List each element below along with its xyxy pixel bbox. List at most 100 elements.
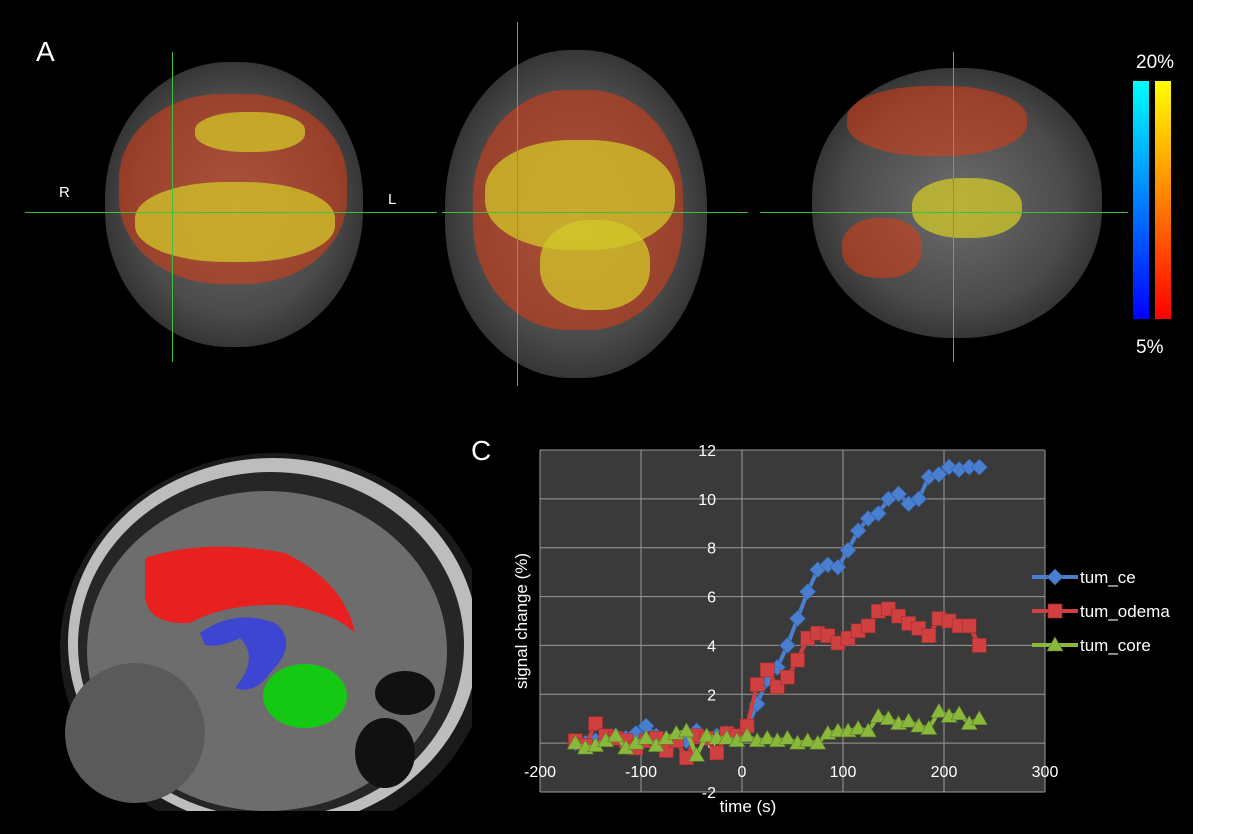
legend-label: tum_odema bbox=[1080, 602, 1170, 621]
data-point bbox=[910, 717, 928, 733]
data-point bbox=[718, 729, 736, 745]
y-tick-label: 12 bbox=[698, 443, 716, 460]
data-point bbox=[930, 702, 948, 718]
data-point bbox=[849, 522, 867, 540]
activation-overlay-red bbox=[847, 86, 1027, 156]
y-tick-label: -2 bbox=[702, 785, 716, 802]
y-tick-label: 10 bbox=[698, 492, 716, 509]
mri-sagittal-slice bbox=[812, 68, 1102, 338]
x-axis-ticks: -200 -100 0 100 200 300 bbox=[524, 764, 1058, 781]
panel-label-a: A bbox=[36, 36, 55, 67]
colorbar-min-label: 5% bbox=[1136, 337, 1164, 358]
data-point bbox=[890, 485, 907, 503]
orientation-left-label: L bbox=[388, 191, 397, 208]
data-point bbox=[647, 736, 665, 752]
data-point bbox=[910, 490, 928, 508]
crosshair-vertical-axial bbox=[517, 22, 518, 386]
y-tick-label: 4 bbox=[707, 638, 716, 655]
orientation-right-label: R bbox=[59, 184, 70, 201]
mri-axial-slice bbox=[445, 50, 707, 378]
mri-sagittal-roi-image bbox=[35, 433, 472, 811]
data-point bbox=[869, 707, 887, 723]
activation-overlay-red bbox=[842, 218, 922, 278]
x-axis-label: time (s) bbox=[720, 797, 777, 816]
data-point bbox=[758, 729, 776, 745]
x-tick-label: 200 bbox=[931, 764, 958, 781]
roi-red-region bbox=[145, 546, 355, 633]
data-point bbox=[970, 710, 988, 726]
activation-overlay-yellow bbox=[540, 220, 650, 310]
data-point bbox=[588, 716, 603, 731]
crosshair-horizontal-sagittal bbox=[760, 212, 1128, 213]
legend-marker bbox=[1047, 603, 1063, 619]
data-point bbox=[790, 652, 805, 668]
legend-item: tum_ce bbox=[1032, 568, 1136, 587]
x-tick-label: -100 bbox=[625, 764, 657, 781]
data-point bbox=[637, 729, 655, 745]
data-point bbox=[749, 677, 765, 692]
y-tick-label: 8 bbox=[707, 541, 716, 558]
legend-item: tum_odema bbox=[1032, 602, 1170, 621]
data-point bbox=[970, 458, 988, 476]
legend-marker bbox=[1046, 568, 1064, 586]
data-point bbox=[698, 727, 716, 743]
data-point bbox=[869, 505, 887, 522]
series-group bbox=[566, 458, 988, 766]
x-tick-label: 300 bbox=[1032, 764, 1059, 781]
x-tick-label: 0 bbox=[738, 764, 747, 781]
data-point bbox=[950, 705, 968, 721]
roi-green-region bbox=[263, 664, 347, 728]
activation-overlay-yellow bbox=[135, 182, 335, 262]
data-point bbox=[930, 466, 948, 483]
data-point bbox=[961, 618, 977, 634]
crosshair-horizontal-coronal bbox=[25, 212, 437, 213]
data-point bbox=[759, 662, 775, 678]
figure-canvas: A R L 20% 5% B bbox=[0, 0, 1193, 834]
legend-marker bbox=[1046, 636, 1064, 652]
data-point bbox=[859, 722, 877, 738]
crosshair-vertical-coronal bbox=[172, 52, 173, 362]
data-point bbox=[849, 719, 867, 735]
data-point bbox=[829, 558, 847, 576]
data-point bbox=[799, 732, 817, 748]
legend: tum_ce tum_odema tum_core bbox=[1032, 568, 1170, 655]
colorbar-warm bbox=[1155, 81, 1171, 319]
mri-coronal-slice bbox=[105, 62, 363, 347]
data-point bbox=[972, 638, 987, 653]
y-axis-label: signal change (%) bbox=[512, 553, 531, 689]
data-point bbox=[738, 727, 756, 743]
data-point bbox=[860, 618, 876, 634]
data-point bbox=[778, 729, 796, 745]
data-point bbox=[799, 583, 817, 601]
data-point bbox=[921, 628, 937, 643]
panel-label-c: C bbox=[471, 435, 492, 466]
colorbar-cool bbox=[1133, 81, 1149, 319]
legend-label: tum_core bbox=[1080, 636, 1151, 655]
roi-blue-region bbox=[200, 617, 287, 690]
data-point bbox=[879, 710, 897, 726]
activation-overlay-yellow bbox=[912, 178, 1022, 238]
crosshair-vertical-sagittal bbox=[953, 52, 954, 362]
data-point bbox=[839, 541, 857, 559]
x-tick-label: -200 bbox=[524, 764, 556, 781]
series-tum_core bbox=[566, 702, 988, 762]
data-point bbox=[688, 746, 706, 762]
activation-overlay-yellow bbox=[195, 112, 305, 152]
data-point bbox=[809, 734, 827, 750]
data-point bbox=[780, 669, 795, 685]
data-point bbox=[789, 610, 806, 627]
data-point bbox=[709, 745, 725, 761]
colorbar-max-label: 20% bbox=[1136, 52, 1175, 73]
crosshair-horizontal-axial bbox=[442, 212, 748, 213]
legend-item: tum_core bbox=[1032, 636, 1151, 655]
legend-label: tum_ce bbox=[1080, 568, 1136, 587]
y-tick-label: 2 bbox=[707, 687, 716, 704]
y-tick-label: 6 bbox=[707, 590, 716, 607]
data-point bbox=[677, 722, 695, 738]
data-point bbox=[920, 719, 938, 735]
data-point bbox=[607, 727, 625, 743]
data-point bbox=[900, 712, 918, 728]
x-tick-label: 100 bbox=[830, 764, 857, 781]
roi-illustration bbox=[60, 453, 472, 811]
